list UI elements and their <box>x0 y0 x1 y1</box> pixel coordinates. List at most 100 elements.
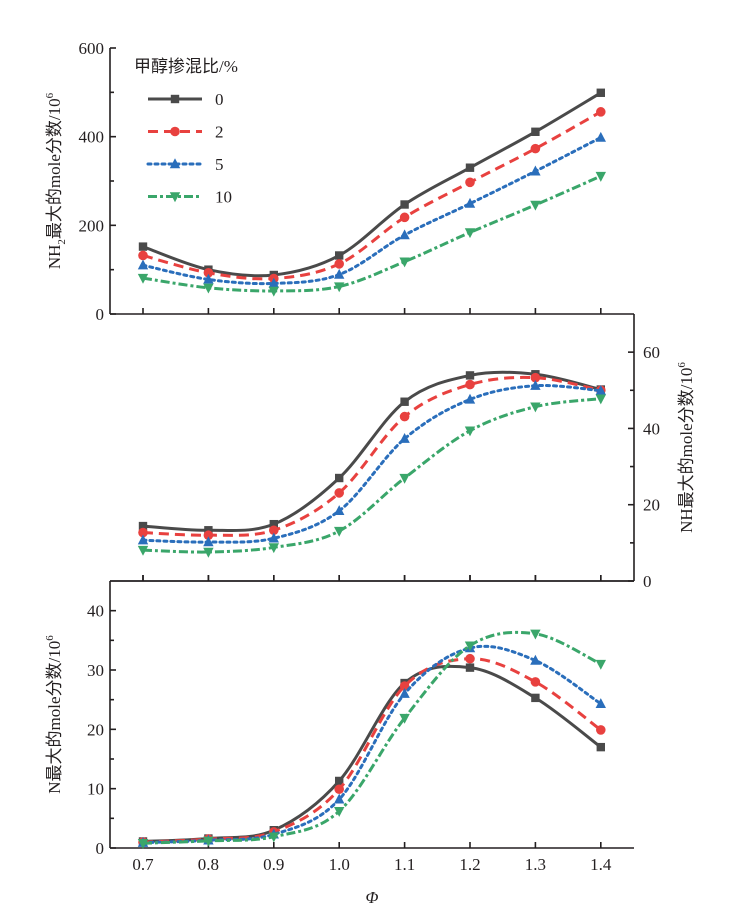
data-point-10 <box>530 200 541 211</box>
legend-label: 2 <box>215 123 224 142</box>
data-point-5 <box>595 384 606 395</box>
y-tick-label: 20 <box>87 720 104 739</box>
series-line-10 <box>142 397 601 554</box>
data-point-2 <box>596 725 606 735</box>
data-point-5 <box>464 393 476 404</box>
y-tick-label: 400 <box>79 128 105 147</box>
y-axis-title-subscript: 2 <box>56 239 68 245</box>
data-point-10 <box>399 473 410 484</box>
y-tick-label: 600 <box>79 39 105 58</box>
data-point-2 <box>465 177 475 188</box>
legend-label: 0 <box>215 90 224 109</box>
x-tick-label: 0.7 <box>132 855 154 874</box>
data-point-10 <box>203 547 214 558</box>
legend-entry-2: 2 <box>148 123 224 142</box>
data-point-0 <box>204 526 213 535</box>
y-tick-label: 0 <box>96 839 105 858</box>
y-tick-label: 0 <box>96 305 105 324</box>
data-point-2 <box>334 784 345 795</box>
data-point-0 <box>531 693 540 703</box>
series-line-2 <box>142 110 602 281</box>
data-point-2 <box>530 677 541 687</box>
y-axis-title-superscript: 6 <box>676 362 688 368</box>
data-point-10 <box>399 257 410 268</box>
y-axis-title-species: N <box>45 781 64 793</box>
data-point-2 <box>399 411 410 422</box>
data-point-10 <box>464 641 476 652</box>
x-tick-label: 1.0 <box>329 855 350 874</box>
y-axis-title-text: 最大的mole分数/10 <box>45 641 64 782</box>
x-tick-label: 1.1 <box>394 855 415 874</box>
data-point-2 <box>269 525 279 536</box>
data-point-0 <box>596 742 605 752</box>
data-point-10 <box>334 282 345 293</box>
data-point-2 <box>138 250 148 261</box>
series-line-5 <box>141 644 603 845</box>
data-point-10 <box>137 839 149 849</box>
data-point-0 <box>465 663 475 672</box>
data-point-10 <box>268 832 279 843</box>
data-point-2 <box>530 372 541 383</box>
y-axis-title-species: NH <box>45 245 64 270</box>
data-point-10 <box>399 713 410 724</box>
data-point-5 <box>399 688 410 698</box>
data-point-2 <box>399 212 410 223</box>
x-tick-label: 1.3 <box>525 855 546 874</box>
series-line-0 <box>142 91 602 278</box>
data-point-0 <box>596 88 605 97</box>
data-point-2 <box>203 530 214 541</box>
data-point-5 <box>268 532 279 543</box>
data-point-2 <box>399 681 410 691</box>
data-point-2 <box>465 379 475 390</box>
panel-n-axes: 0.7 0.8 0.9 1.0 1.1 1.2 1.3 1.4 0 10 20 30 40 N最大的mol… <box>44 575 634 874</box>
y-tick-label: 30 <box>87 661 104 680</box>
y-tick-label: 40 <box>643 419 660 438</box>
legend-title: 甲醇掺混比/% <box>134 57 238 76</box>
data-point-5 <box>334 793 345 804</box>
data-point-5 <box>530 380 541 390</box>
y-axis-title-superscript: 6 <box>44 635 56 641</box>
data-point-2 <box>334 259 345 269</box>
data-point-10 <box>137 273 149 284</box>
data-point-2 <box>465 653 475 664</box>
data-point-0 <box>335 776 344 786</box>
data-point-0 <box>465 371 475 380</box>
series-line-2 <box>142 657 602 844</box>
data-point-5 <box>595 131 606 142</box>
legend-entries: 0 2 5 10 <box>146 90 232 207</box>
axes-layer: 0200400600NH2最大的mole分数/1060204060NH最大的mo… <box>44 39 696 874</box>
data-point-5 <box>203 273 214 284</box>
data-point-5 <box>334 505 345 516</box>
y-tick-label: 200 <box>79 216 105 235</box>
x-tick-label: 1.2 <box>459 855 480 874</box>
legend-entry-10: 10 <box>148 188 232 207</box>
data-point-0 <box>400 200 409 209</box>
data-point-0 <box>400 397 409 406</box>
data-point-0 <box>138 521 148 531</box>
y-axis-title-n: N最大的mole分数/106 <box>44 635 64 794</box>
series-line-2 <box>142 375 602 537</box>
legend-entry-0: 0 <box>148 90 224 109</box>
data-point-10 <box>595 659 606 670</box>
data-point-10 <box>595 394 606 405</box>
y-axis-title-text: 最大的mole分数/10 <box>677 368 696 509</box>
data-point-5 <box>464 197 476 208</box>
data-point-0 <box>465 163 475 172</box>
y-tick-label: 0 <box>643 572 652 591</box>
data-point-10 <box>530 402 541 413</box>
data-point-2 <box>596 107 606 117</box>
data-point-10 <box>203 283 214 294</box>
data-point-10 <box>203 836 214 847</box>
data-point-0 <box>138 242 148 251</box>
data-point-5 <box>399 433 410 443</box>
data-point-10 <box>464 228 476 239</box>
y-tick-label: 20 <box>643 496 660 515</box>
legend-marker-triangle-down <box>169 192 181 203</box>
data-point-2 <box>334 488 345 498</box>
data-point-10 <box>137 545 149 556</box>
data-point-0 <box>531 127 540 136</box>
data-point-0 <box>335 473 344 483</box>
data-point-2 <box>138 527 148 538</box>
